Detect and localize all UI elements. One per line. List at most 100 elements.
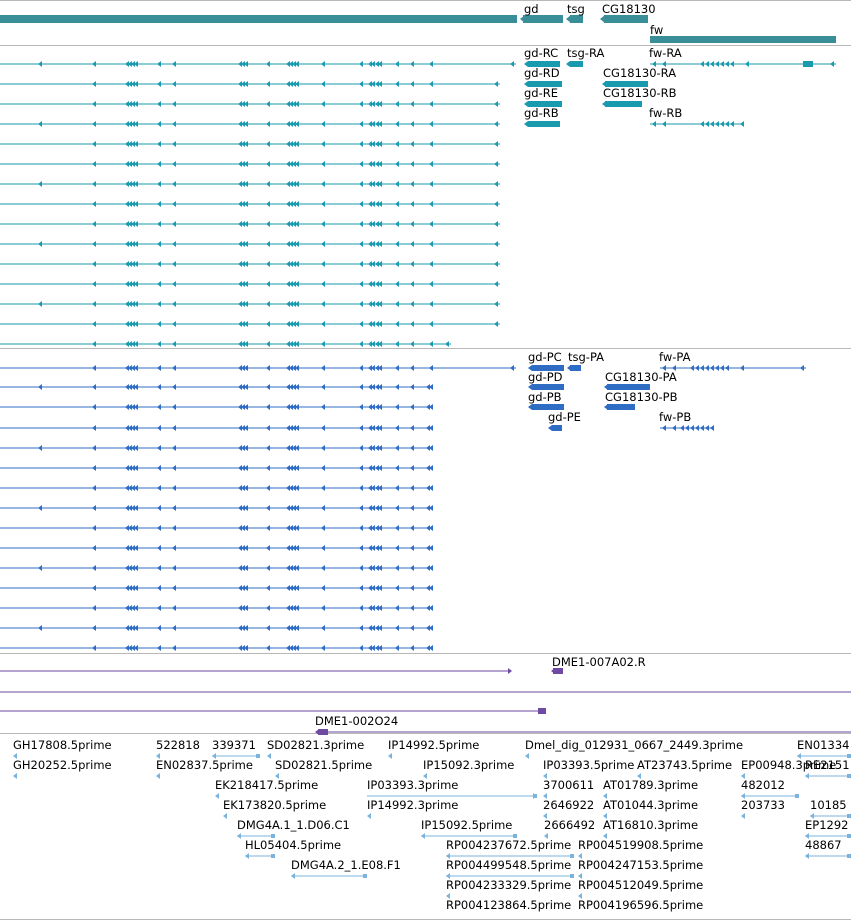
est-label[interactable]: RP004247153.5prime bbox=[578, 858, 704, 872]
protein-label[interactable]: CG18130-PB bbox=[605, 390, 678, 404]
protein-label[interactable]: gd-PD bbox=[528, 370, 563, 384]
est-label[interactable]: AT16810.3prime bbox=[603, 818, 699, 832]
est-label[interactable]: EN01334 bbox=[797, 738, 850, 752]
est-label[interactable]: AT01044.3prime bbox=[603, 798, 699, 812]
est-label[interactable]: HL05404.5prime bbox=[245, 838, 342, 852]
clone-label[interactable]: DME1-007A02.R bbox=[552, 655, 646, 669]
exon-arrow bbox=[602, 101, 606, 107]
protein-label[interactable]: fw-PA bbox=[659, 350, 691, 364]
exon-arrow bbox=[134, 261, 138, 267]
est-label[interactable]: EP00948.3prime bbox=[741, 758, 837, 772]
transcript-label[interactable]: gd-RD bbox=[524, 66, 560, 80]
est-label[interactable]: 339371 bbox=[212, 738, 256, 752]
est-block bbox=[847, 814, 851, 818]
est-label[interactable]: EP1292 bbox=[805, 818, 849, 832]
est-label[interactable]: 10185 bbox=[810, 798, 847, 812]
est-label[interactable]: AT01789.3prime bbox=[603, 778, 699, 792]
transcript-label[interactable]: CG18130-RB bbox=[603, 86, 677, 100]
est-label[interactable]: Dmel_dig_012931_0667_2449.3prime bbox=[525, 738, 744, 752]
exon-arrow bbox=[128, 181, 132, 187]
est-label[interactable]: RP004237672.5prime bbox=[446, 838, 572, 852]
exon-arrow bbox=[680, 425, 684, 431]
exon-arrow bbox=[92, 384, 96, 390]
exon-arrow bbox=[359, 645, 363, 651]
gene-label[interactable]: fw bbox=[650, 23, 664, 37]
est-label[interactable]: 2646922 bbox=[543, 798, 595, 812]
protein-label[interactable]: tsg-PA bbox=[568, 350, 605, 364]
exon-arrow bbox=[662, 365, 666, 371]
exon-arrow bbox=[295, 365, 299, 371]
est-label[interactable]: DMG4A.1_1.D06.C1 bbox=[237, 818, 350, 832]
est-label[interactable]: 2666492 bbox=[544, 818, 596, 832]
est-label[interactable]: SD02821.3prime bbox=[267, 738, 365, 752]
est-label[interactable]: EK218417.5prime bbox=[215, 778, 319, 792]
protein-label[interactable]: CG18130-PA bbox=[605, 370, 677, 384]
est-label[interactable]: 522818 bbox=[156, 738, 200, 752]
est-label[interactable]: 48867 bbox=[805, 838, 842, 852]
transcript-label[interactable]: CG18130-RA bbox=[603, 66, 677, 80]
exon-arrow bbox=[134, 121, 138, 127]
protein-label[interactable]: gd-PC bbox=[528, 350, 562, 364]
exon-arrow bbox=[92, 404, 96, 410]
est-label[interactable]: IP15092.5prime bbox=[421, 818, 513, 832]
exon-arrow bbox=[266, 425, 270, 431]
exon-arrow bbox=[292, 425, 296, 431]
est-label[interactable]: IP15092.3prime bbox=[423, 758, 515, 772]
gene-label[interactable]: tsg bbox=[567, 2, 585, 16]
est-label[interactable]: DMG4A.2_1.E08.F1 bbox=[291, 858, 401, 872]
est-label[interactable]: GH20252.5prime bbox=[13, 758, 112, 772]
exon-arrow bbox=[238, 141, 242, 147]
est-label[interactable]: RP004123864.5prime bbox=[446, 898, 572, 912]
exon-arrow bbox=[134, 605, 138, 611]
est-label[interactable]: RE2151 bbox=[805, 758, 850, 772]
exon-arrow bbox=[172, 201, 176, 207]
transcript-label[interactable]: gd-RB bbox=[524, 106, 559, 120]
exon-arrow bbox=[446, 893, 450, 899]
est-label[interactable]: AT23743.5prime bbox=[637, 758, 733, 772]
clone-label[interactable]: DME1-002O24 bbox=[315, 714, 399, 728]
exon-arrow bbox=[371, 505, 375, 511]
gene-label[interactable]: gd bbox=[524, 2, 539, 16]
exon-arrow bbox=[429, 201, 433, 207]
exon-arrow bbox=[359, 384, 363, 390]
protein-label[interactable]: gd-PE bbox=[548, 410, 581, 424]
est-label[interactable]: RP004519908.5prime bbox=[578, 838, 704, 852]
transcript-label[interactable]: gd-RC bbox=[524, 46, 559, 60]
exon-arrow bbox=[410, 241, 414, 247]
exon-arrow bbox=[131, 61, 135, 67]
est-block bbox=[847, 754, 851, 758]
est-label[interactable]: RP004499548.5prime bbox=[446, 858, 572, 872]
est-label[interactable]: IP14992.5prime bbox=[388, 738, 480, 752]
exon-arrow bbox=[378, 281, 382, 287]
exon-arrow bbox=[131, 445, 135, 451]
est-label[interactable]: 3700611 bbox=[543, 778, 595, 792]
est-label[interactable]: IP14992.3prime bbox=[367, 798, 459, 812]
transcript-label[interactable]: fw-RA bbox=[649, 46, 682, 60]
exon-arrow bbox=[321, 81, 325, 87]
protein-label[interactable]: gd-PB bbox=[528, 390, 562, 404]
est-label[interactable]: 482012 bbox=[741, 778, 785, 792]
exon-arrow bbox=[157, 425, 161, 431]
est-label[interactable]: EN02837.5prime bbox=[156, 758, 253, 772]
transcript-label[interactable]: tsg-RA bbox=[567, 46, 605, 60]
exon-arrow bbox=[128, 585, 132, 591]
transcript-label[interactable]: fw-RB bbox=[649, 106, 683, 120]
est-label[interactable]: GH17808.5prime bbox=[13, 738, 112, 752]
gene-label[interactable]: CG18130 bbox=[602, 2, 656, 16]
est-label[interactable]: RP004196596.5prime bbox=[578, 898, 704, 912]
exon-arrow bbox=[292, 281, 296, 287]
est-label[interactable]: SD02821.5prime bbox=[275, 758, 373, 772]
est-label[interactable]: RP004512049.5prime bbox=[578, 878, 704, 892]
est-label[interactable]: RP004233329.5prime bbox=[446, 878, 572, 892]
exon-arrow bbox=[378, 585, 382, 591]
exon-arrow bbox=[172, 465, 176, 471]
est-label[interactable]: 203733 bbox=[741, 798, 785, 812]
protein-label[interactable]: fw-PB bbox=[659, 410, 692, 424]
est-label[interactable]: IP03393.3prime bbox=[367, 778, 459, 792]
transcript-label[interactable]: gd-RE bbox=[524, 86, 559, 100]
exon-arrow bbox=[266, 221, 270, 227]
exon-arrow bbox=[241, 384, 245, 390]
exon-arrow bbox=[238, 101, 242, 107]
est-label[interactable]: EK173820.5prime bbox=[223, 798, 327, 812]
est-label[interactable]: IP03393.5prime bbox=[543, 758, 635, 772]
